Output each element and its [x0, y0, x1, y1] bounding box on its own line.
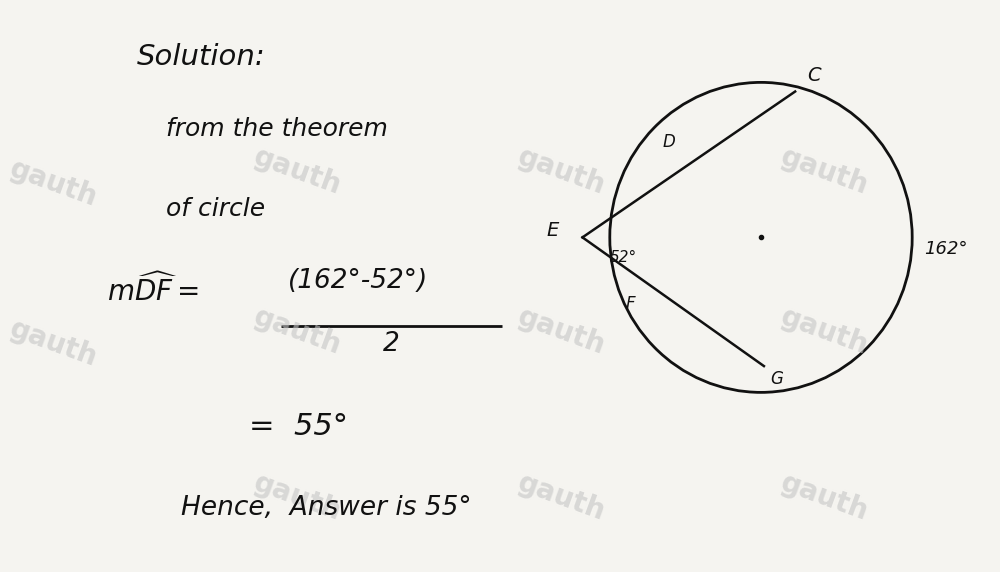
Text: G: G: [770, 370, 783, 387]
Text: 2: 2: [383, 331, 400, 356]
Text: gauth: gauth: [6, 315, 101, 372]
Text: (162°-52°): (162°-52°): [288, 268, 428, 293]
Text: F: F: [626, 295, 635, 313]
Text: gauth: gauth: [250, 469, 345, 526]
Text: Hence,  Answer is 55°: Hence, Answer is 55°: [181, 495, 471, 521]
Text: gauth: gauth: [513, 469, 609, 526]
Text: E: E: [547, 221, 559, 240]
Text: gauth: gauth: [777, 143, 872, 200]
Text: Solution:: Solution:: [137, 43, 265, 71]
Text: =  55°: = 55°: [249, 412, 348, 441]
Text: gauth: gauth: [250, 303, 345, 360]
Text: gauth: gauth: [513, 303, 609, 360]
Text: gauth: gauth: [777, 303, 872, 360]
Text: C: C: [807, 66, 820, 85]
Text: gauth: gauth: [513, 143, 609, 200]
Text: gauth: gauth: [6, 154, 101, 212]
Text: of circle: of circle: [166, 197, 265, 221]
Text: 52°: 52°: [610, 250, 637, 265]
Text: gauth: gauth: [250, 143, 345, 200]
Text: D: D: [662, 133, 675, 151]
Text: $m\widehat{DF}=$: $m\widehat{DF}=$: [107, 273, 200, 307]
Text: from the theorem: from the theorem: [166, 117, 388, 141]
Text: 162°: 162°: [924, 240, 967, 258]
Text: gauth: gauth: [777, 469, 872, 526]
